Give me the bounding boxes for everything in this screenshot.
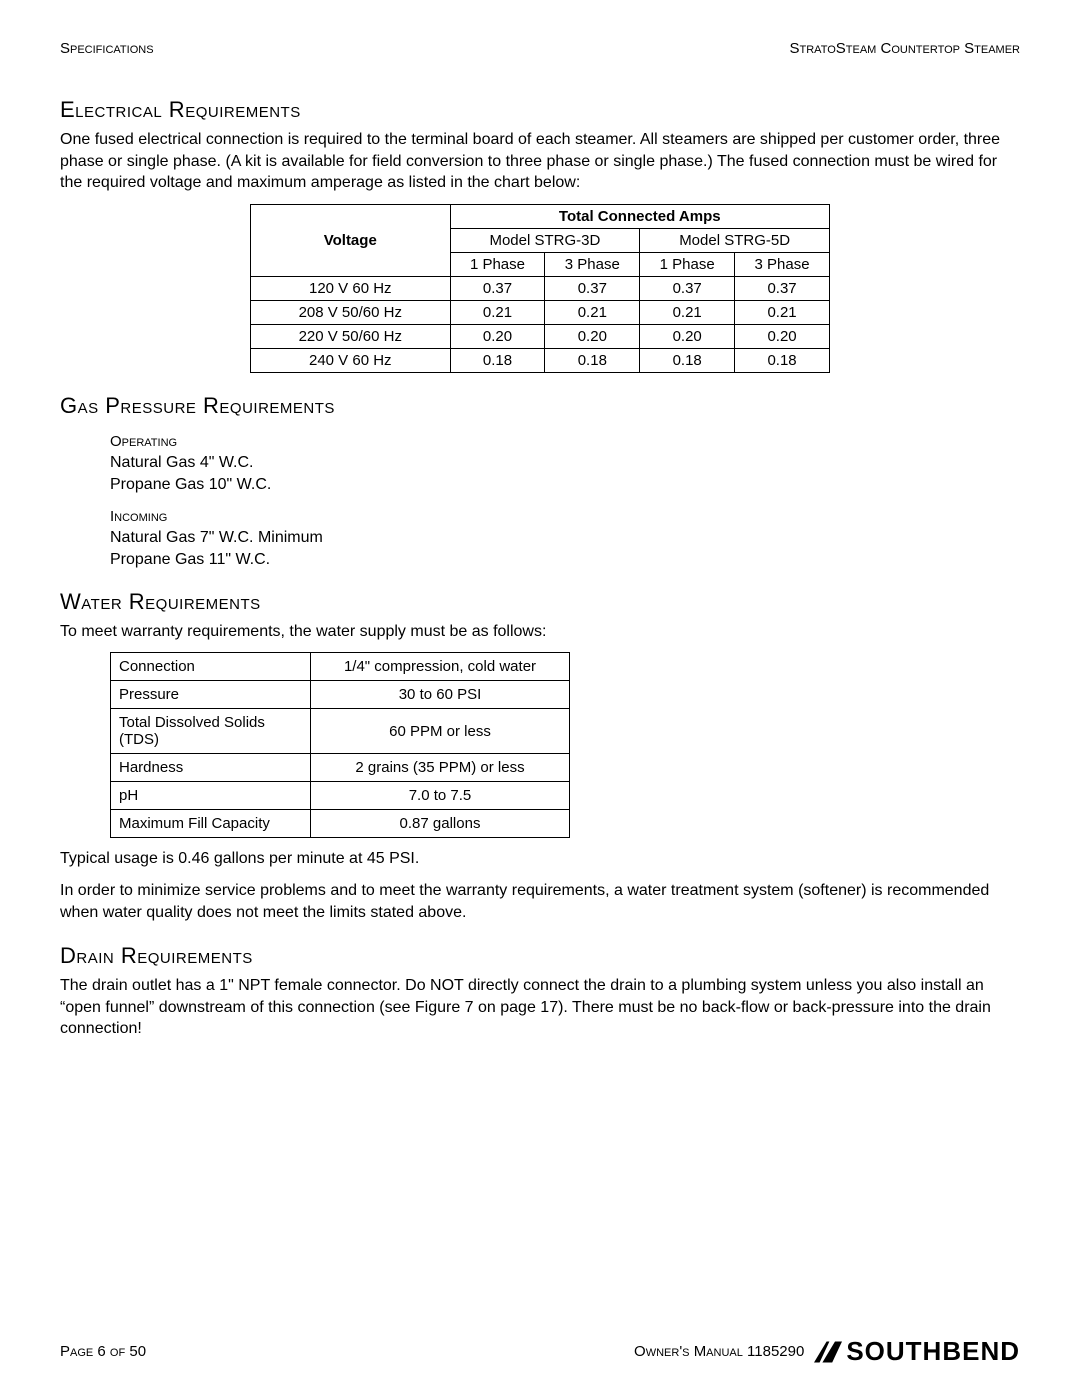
water-label: Hardness <box>111 754 311 782</box>
water-value: 1/4" compression, cold water <box>311 653 570 681</box>
water-label: Total Dissolved Solids (TDS) <box>111 709 311 754</box>
water-row: Total Dissolved Solids (TDS)60 PPM or le… <box>111 709 570 754</box>
header-right: StratoSteam Countertop Steamer <box>790 40 1021 57</box>
water-p2: In order to minimize service problems an… <box>60 880 1020 923</box>
water-row: Connection1/4" compression, cold water <box>111 653 570 681</box>
p1b: 1 Phase <box>640 252 735 276</box>
p3b: 3 Phase <box>735 252 830 276</box>
amp-cell: 0.20 <box>640 324 735 348</box>
electrical-para: One fused electrical connection is requi… <box>60 129 1020 194</box>
amp-cell: 0.18 <box>735 348 830 372</box>
water-row: Maximum Fill Capacity0.87 gallons <box>111 810 570 838</box>
page: Specifications StratoSteam Countertop St… <box>0 0 1080 1397</box>
electrical-title: Electrical Requirements <box>60 97 1020 123</box>
page-header: Specifications StratoSteam Countertop St… <box>60 40 1020 57</box>
water-p1: Typical usage is 0.46 gallons per minute… <box>60 848 1020 870</box>
water-row: Hardness2 grains (35 PPM) or less <box>111 754 570 782</box>
amp-cell: 0.20 <box>450 324 545 348</box>
drain-para: The drain outlet has a 1" NPT female con… <box>60 975 1020 1040</box>
water-row: Pressure30 to 60 PSI <box>111 681 570 709</box>
amp-cell: 0.21 <box>545 300 640 324</box>
amp-cell: 0.18 <box>640 348 735 372</box>
voltage-cell: 120 V 60 Hz <box>251 276 451 300</box>
footer-manual: Owner's Manual 1185290 <box>634 1343 804 1360</box>
p3a: 3 Phase <box>545 252 640 276</box>
gas-in-l2: Propane Gas 11" W.C. <box>110 551 1020 569</box>
volt-header: Voltage <box>251 204 451 276</box>
water-value: 7.0 to 7.5 <box>311 782 570 810</box>
model-5d-header: Model STRG-5D <box>640 228 830 252</box>
gas-operating-block: Operating Natural Gas 4" W.C. Propane Ga… <box>110 433 1020 494</box>
water-label: pH <box>111 782 311 810</box>
amp-cell: 0.21 <box>450 300 545 324</box>
amp-cell: 0.20 <box>735 324 830 348</box>
gas-op-l1: Natural Gas 4" W.C. <box>110 454 1020 472</box>
water-value: 30 to 60 PSI <box>311 681 570 709</box>
header-left: Specifications <box>60 40 154 57</box>
amp-cell: 0.37 <box>735 276 830 300</box>
amp-cell: 0.37 <box>450 276 545 300</box>
voltage-cell: 220 V 50/60 Hz <box>251 324 451 348</box>
amps-row: 240 V 60 Hz0.180.180.180.18 <box>251 348 830 372</box>
water-value: 2 grains (35 PPM) or less <box>311 754 570 782</box>
gas-incoming-head: Incoming <box>110 508 1020 525</box>
p1a: 1 Phase <box>450 252 545 276</box>
water-intro: To meet warranty requirements, the water… <box>60 621 1020 643</box>
brand-text: SOUTHBEND <box>846 1336 1020 1367</box>
amp-cell: 0.21 <box>735 300 830 324</box>
brand-icon <box>814 1341 842 1363</box>
water-value: 0.87 gallons <box>311 810 570 838</box>
gas-title: Gas Pressure Requirements <box>60 393 1020 419</box>
amp-cell: 0.20 <box>545 324 640 348</box>
water-row: pH7.0 to 7.5 <box>111 782 570 810</box>
water-value: 60 PPM or less <box>311 709 570 754</box>
amps-row: 120 V 60 Hz0.370.370.370.37 <box>251 276 830 300</box>
voltage-cell: 208 V 50/60 Hz <box>251 300 451 324</box>
model-3d-header: Model STRG-3D <box>450 228 640 252</box>
page-footer: Page 6 of 50 Owner's Manual 1185290 SOUT… <box>60 1336 1020 1367</box>
gas-op-l2: Propane Gas 10" W.C. <box>110 476 1020 494</box>
water-label: Pressure <box>111 681 311 709</box>
water-table: Connection1/4" compression, cold waterPr… <box>110 652 570 838</box>
amp-cell: 0.18 <box>545 348 640 372</box>
footer-page: Page 6 of 50 <box>60 1343 146 1360</box>
drain-title: Drain Requirements <box>60 943 1020 969</box>
water-label: Connection <box>111 653 311 681</box>
amps-row: 220 V 50/60 Hz0.200.200.200.20 <box>251 324 830 348</box>
water-title: Water Requirements <box>60 589 1020 615</box>
gas-incoming-block: Incoming Natural Gas 7" W.C. Minimum Pro… <box>110 508 1020 569</box>
amp-cell: 0.37 <box>545 276 640 300</box>
water-label: Maximum Fill Capacity <box>111 810 311 838</box>
gas-operating-head: Operating <box>110 433 1020 450</box>
amps-table: Voltage Total Connected Amps Model STRG-… <box>250 204 830 373</box>
amp-cell: 0.21 <box>640 300 735 324</box>
gas-in-l1: Natural Gas 7" W.C. Minimum <box>110 529 1020 547</box>
amps-row: 208 V 50/60 Hz0.210.210.210.21 <box>251 300 830 324</box>
amp-cell: 0.18 <box>450 348 545 372</box>
amp-cell: 0.37 <box>640 276 735 300</box>
amps-top-header: Total Connected Amps <box>450 204 829 228</box>
voltage-cell: 240 V 60 Hz <box>251 348 451 372</box>
brand-logo: SOUTHBEND <box>814 1336 1020 1367</box>
